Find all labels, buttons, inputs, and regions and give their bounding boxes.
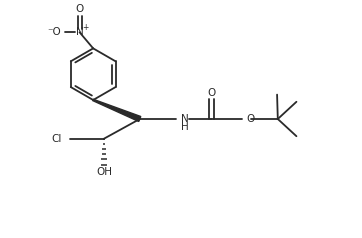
Text: O: O xyxy=(207,88,216,98)
Text: O: O xyxy=(75,4,84,14)
Text: +: + xyxy=(82,23,88,32)
Polygon shape xyxy=(93,99,141,121)
Text: N: N xyxy=(76,27,83,37)
Text: N: N xyxy=(181,114,189,124)
Text: Cl: Cl xyxy=(52,134,62,144)
Text: O: O xyxy=(247,114,255,124)
Text: OH: OH xyxy=(96,167,112,177)
Text: ⁻O: ⁻O xyxy=(47,27,61,37)
Text: H: H xyxy=(181,122,189,132)
